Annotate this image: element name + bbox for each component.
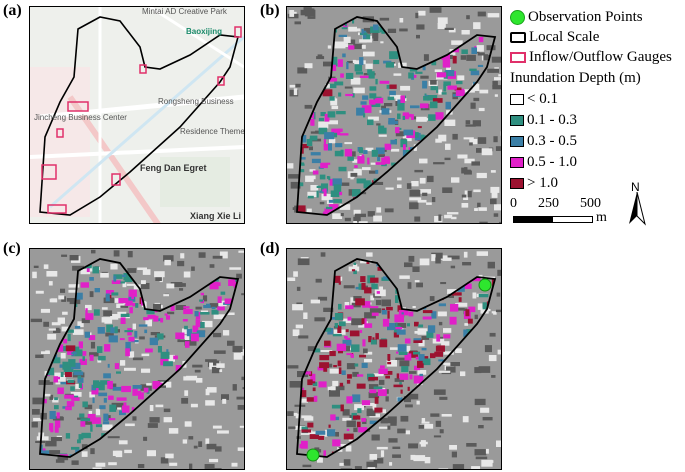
- legend-observation: Observation Points: [510, 8, 643, 26]
- class-swatch-1: [510, 114, 524, 126]
- class-swatch-4: [510, 177, 524, 189]
- label-jincheng: Jincheng Business Center: [34, 113, 127, 122]
- legend-class-1: 0.1 - 0.3: [510, 111, 577, 129]
- legend-class-3: 0.5 - 1.0: [510, 153, 577, 171]
- legend-class-0: < 0.1: [510, 90, 558, 108]
- label-residence: Residence Theme P: [180, 127, 245, 136]
- scale-tick-500: 500: [580, 196, 601, 211]
- inflow-outflow-gauges: [41, 26, 242, 214]
- map-panel-c[interactable]: [29, 248, 245, 470]
- class-swatch-0: [510, 93, 524, 105]
- legend-class-4: > 1.0: [510, 174, 558, 192]
- legend-local-scale-label: Local Scale: [529, 28, 600, 45]
- map-d-svg: [287, 249, 501, 469]
- legend-class-2-label: 0.3 - 0.5: [527, 132, 577, 149]
- north-arrow: N: [626, 180, 648, 226]
- map-panel-b[interactable]: [286, 6, 502, 224]
- legend-class-3-label: 0.5 - 1.0: [527, 153, 577, 170]
- label-mintai: Mintai AD Creative Park: [142, 7, 227, 16]
- panel-label-c: (c): [3, 240, 21, 257]
- map-b-svg: [287, 7, 501, 223]
- label-baoxijing: Baoxijing: [186, 27, 223, 36]
- legend-class-2: 0.3 - 0.5: [510, 132, 577, 150]
- north-arrow-icon: [629, 192, 646, 226]
- scale-tick-250: 250: [538, 196, 559, 211]
- scale-tick-0: 0: [510, 196, 517, 211]
- panel-label-b: (b): [260, 2, 280, 19]
- north-label: N: [631, 180, 640, 194]
- scale-bar: 0 250 500 m: [510, 196, 635, 232]
- legend-depth-title: Inundation Depth (m): [510, 70, 641, 86]
- observation-point-icon: [510, 9, 525, 25]
- local-scale-icon: [510, 31, 526, 43]
- panel-label-a: (a): [3, 2, 22, 19]
- panel-label-d: (d): [260, 240, 280, 257]
- legend-gauges: Inflow/Outflow Gauges: [510, 48, 672, 66]
- label-fengdan: Feng Dan Egret: [140, 163, 207, 173]
- map-a-svg: [30, 7, 244, 223]
- legend-class-1-label: 0.1 - 0.3: [527, 111, 577, 128]
- class-swatch-3: [510, 156, 524, 168]
- label-rongsheng: Rongsheng Business: [158, 97, 234, 106]
- legend-class-4-label: > 1.0: [527, 174, 558, 191]
- legend-class-0-label: < 0.1: [527, 90, 558, 107]
- map-panel-a[interactable]: Mintai AD Creative Park Baoxijing Rongsh…: [29, 6, 245, 224]
- label-xiangxie: Xiang Xie Li: [190, 211, 242, 221]
- class-swatch-2: [510, 135, 524, 147]
- scale-unit: m: [596, 210, 607, 225]
- legend-gauges-label: Inflow/Outflow Gauges: [529, 48, 672, 65]
- boundary-line-a: [39, 16, 240, 216]
- map-c-svg: [30, 249, 244, 469]
- legend-observation-label: Observation Points: [528, 8, 643, 25]
- gauge-icon: [510, 51, 526, 63]
- map-panel-d[interactable]: [286, 248, 502, 470]
- legend-local-scale: Local Scale: [510, 28, 599, 46]
